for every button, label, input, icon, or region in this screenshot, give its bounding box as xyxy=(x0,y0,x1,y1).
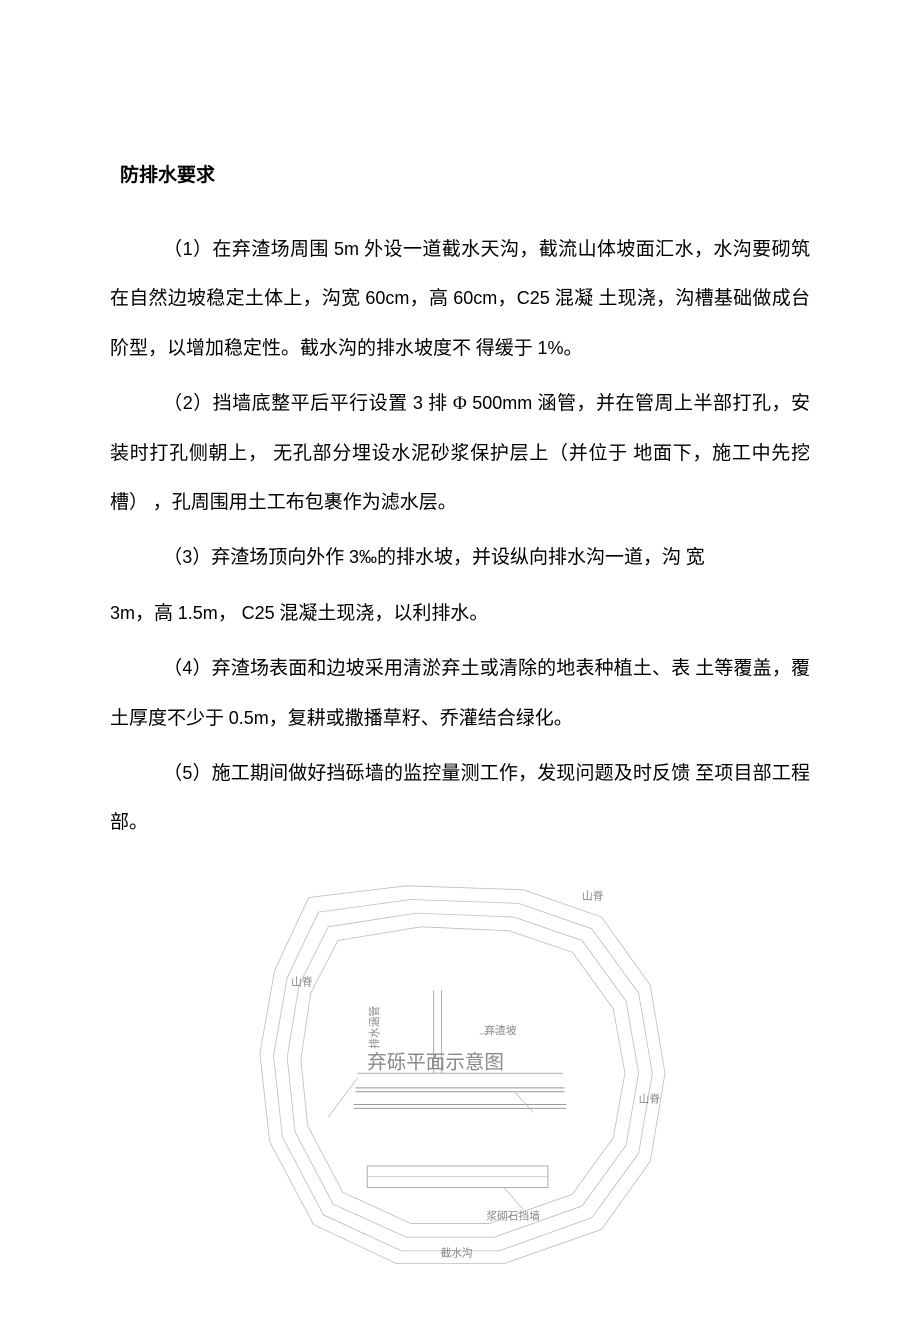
label-culvert: 排水涵管 xyxy=(368,1005,381,1048)
plan-schematic-diagram: 山脊 山脊 山脊 排水涵管 弃渣坡 弃砾平面示意图 浆砌石挡墙 截水沟 xyxy=(230,878,690,1288)
text: （ xyxy=(163,239,182,260)
value: 500mm xyxy=(467,393,533,413)
value: 3 xyxy=(413,393,423,413)
paragraph-4: （4）弃渣场表面和边坡采用清淤弃土或清除的地表种植土、表 土等覆盖，覆土厚度不少… xyxy=(110,644,810,743)
paragraph-1: （1）在弃渣场周围 5m 外设一道截水天沟，截流山体坡面汇水，水沟要砌筑在自然边… xyxy=(110,225,810,373)
label-wall: 浆砌石挡墙 xyxy=(486,1209,540,1222)
paragraph-2: （2）挡墙底整平后平行设置 3 排 Φ 500mm 涵管，并在管周上半部打孔，安… xyxy=(110,379,810,527)
text: ）挡墙底整平后平行设置 xyxy=(193,393,413,414)
text: ，高 xyxy=(135,603,178,624)
paragraph-3-cont: 3m，高 1.5m， C25 混凝土现浇，以利排水。 xyxy=(110,589,810,638)
text: ）施工期间做好挡砾墙的监控量测工作，发现问题及时反馈 至项目部工程部。 xyxy=(110,763,810,833)
symbol: Φ xyxy=(453,393,467,414)
value: 0.5m xyxy=(229,708,269,728)
text: （ xyxy=(163,547,182,568)
value: 1.5m xyxy=(178,603,218,623)
text: 排 xyxy=(423,393,453,414)
value: 3‰ xyxy=(349,547,377,567)
text: ）弃渣场顶向外作 xyxy=(192,547,349,568)
text: 5 xyxy=(182,763,192,783)
contour-line xyxy=(287,913,638,1237)
value: 5m xyxy=(334,239,359,259)
value: C25 xyxy=(242,603,275,623)
diagram-title: 弃砾平面示意图 xyxy=(367,1051,504,1073)
paragraph-3: （3）弃渣场顶向外作 3‰的排水坡，并设纵向排水沟一道，沟 宽 xyxy=(110,533,810,582)
leader-line xyxy=(504,1187,524,1209)
text: （ xyxy=(163,658,182,679)
text: 4 xyxy=(182,658,192,678)
text: ）在弃渣场周围 xyxy=(193,239,334,260)
text: 。 xyxy=(564,338,583,359)
text: （ xyxy=(163,393,183,414)
value: 1% xyxy=(538,338,564,358)
value: 60cm xyxy=(365,288,409,308)
section-heading: 防排水要求 xyxy=(120,160,810,187)
text: （ xyxy=(163,763,182,784)
text: 的排水坡，并设纵向排水沟一道，沟 宽 xyxy=(377,547,705,568)
leader-line xyxy=(328,1078,357,1117)
text: ， xyxy=(497,288,517,309)
text: ，高 xyxy=(409,288,453,309)
label-slope: 弃渣坡 xyxy=(484,1024,516,1037)
text: ，复耕或撒播草籽、乔灌结合绿化。 xyxy=(269,708,573,729)
label-ridge: 山脊 xyxy=(582,889,604,902)
value: C25 xyxy=(517,288,550,308)
paragraph-5: （5）施工期间做好挡砾墙的监控量测工作，发现问题及时反馈 至项目部工程部。 xyxy=(110,749,810,848)
label-ridge: 山脊 xyxy=(639,1092,661,1105)
text: 混凝土现浇，以利排水。 xyxy=(275,603,489,624)
text: 3 xyxy=(182,547,192,567)
text: 1 xyxy=(183,239,193,259)
label-ditch: 截水沟 xyxy=(440,1246,472,1259)
value: 60cm xyxy=(453,288,497,308)
leader-line xyxy=(514,1090,534,1111)
contour-line xyxy=(301,926,625,1223)
value: 3m xyxy=(110,603,135,623)
diagram-container: 山脊 山脊 山脊 排水涵管 弃渣坡 弃砾平面示意图 浆砌石挡墙 截水沟 xyxy=(110,878,810,1288)
text: ， xyxy=(218,603,242,624)
label-ridge: 山脊 xyxy=(291,975,313,988)
text: 2 xyxy=(183,393,193,413)
